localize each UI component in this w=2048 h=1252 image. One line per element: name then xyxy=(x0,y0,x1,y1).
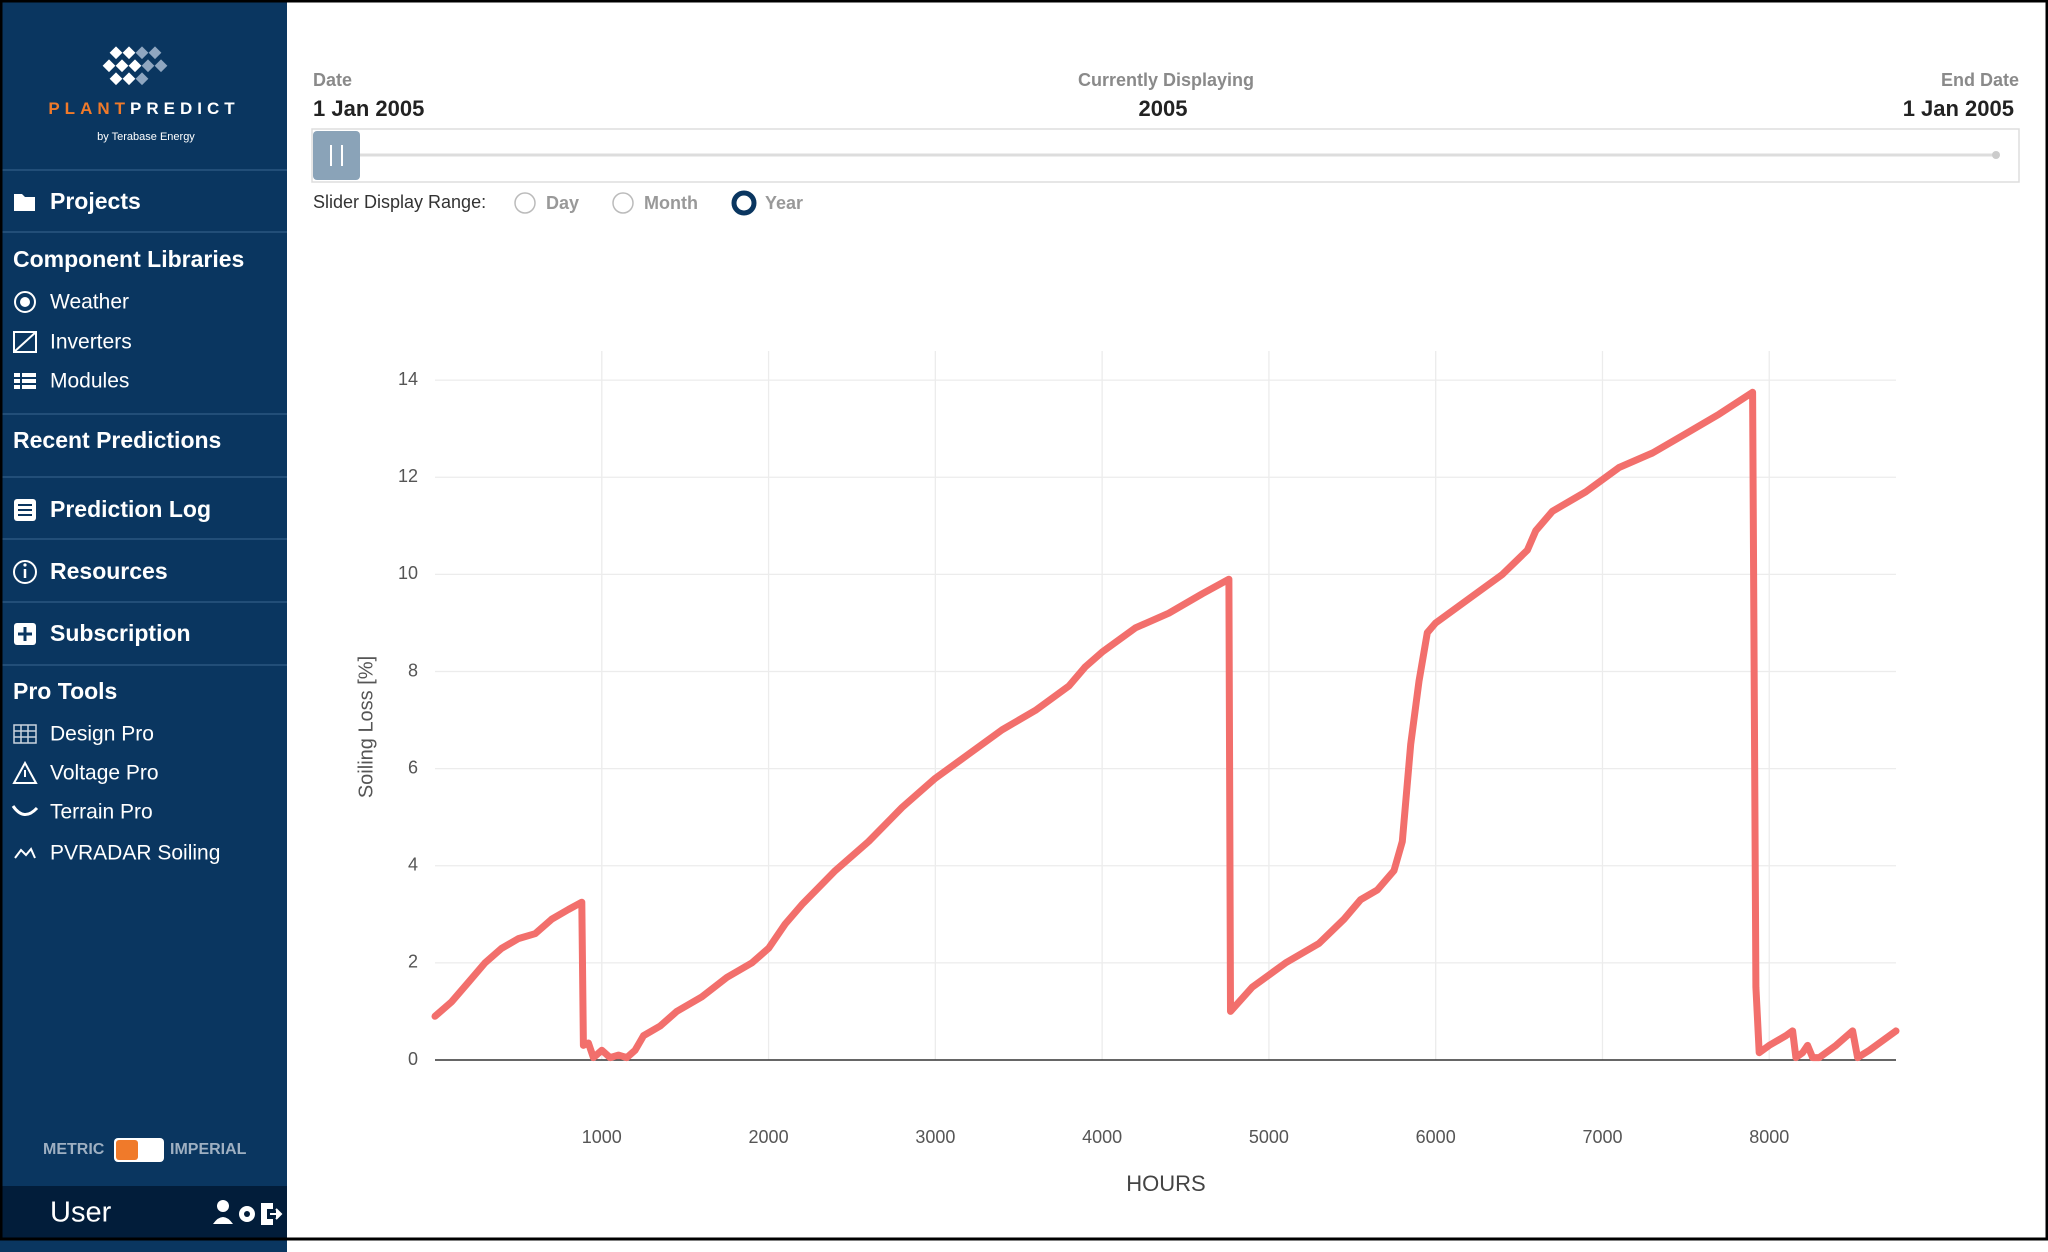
radio-dot xyxy=(740,199,748,207)
date-label: Date xyxy=(313,70,352,90)
nav-design-pro[interactable]: Design Pro xyxy=(50,723,154,746)
resources-icon xyxy=(13,560,37,584)
end-date-label: End Date xyxy=(1941,70,2019,90)
resources-icon xyxy=(23,563,27,567)
nav-inverters[interactable]: Inverters xyxy=(50,331,132,354)
y-tick-label: 12 xyxy=(398,466,418,486)
nav-weather[interactable]: Weather xyxy=(50,291,129,314)
date-value: 1 Jan 2005 xyxy=(313,96,424,121)
radio-label: Month xyxy=(644,193,698,213)
modules-icon xyxy=(14,373,36,389)
range-label: Slider Display Range: xyxy=(313,192,486,212)
x-tick-label: 6000 xyxy=(1416,1127,1456,1147)
user-name[interactable]: User xyxy=(50,1197,112,1229)
voltage-pro-icon xyxy=(12,760,38,784)
x-tick-label: 5000 xyxy=(1249,1127,1289,1147)
projects-icon xyxy=(14,194,35,211)
x-tick-label: 7000 xyxy=(1582,1127,1622,1147)
x-tick-label: 8000 xyxy=(1749,1127,1789,1147)
pvradar-icon xyxy=(14,847,36,859)
nav-section-title: Pro Tools xyxy=(13,678,117,704)
nav-pvradar-soiling[interactable]: PVRADAR Soiling xyxy=(50,842,220,865)
subscription-icon xyxy=(18,627,32,641)
brand: PLANTPREDICT xyxy=(48,99,239,118)
unit-metric: METRIC xyxy=(43,1141,105,1158)
y-tick-label: 10 xyxy=(398,563,418,583)
nav-modules[interactable]: Modules xyxy=(50,370,129,393)
nav-recent-predictions[interactable]: Recent Predictions xyxy=(13,427,221,453)
nav-prediction-log[interactable]: Prediction Log xyxy=(50,496,211,522)
radio[interactable] xyxy=(612,192,634,214)
nav-subscription[interactable]: Subscription xyxy=(50,620,191,646)
nav-projects[interactable]: Projects xyxy=(50,188,141,214)
y-axis-label: Soiling Loss [%] xyxy=(355,656,377,798)
nav-voltage-pro[interactable]: Voltage Pro xyxy=(50,762,159,785)
logo-icon xyxy=(102,46,168,86)
x-tick-label: 1000 xyxy=(582,1127,622,1147)
radio[interactable] xyxy=(514,192,536,214)
log-icon xyxy=(18,504,32,516)
radio-label: Day xyxy=(546,193,579,213)
brand-tagline: by Terabase Energy xyxy=(97,131,195,143)
y-tick-label: 6 xyxy=(408,757,418,777)
slider-handle[interactable] xyxy=(313,131,360,180)
nav-resources[interactable]: Resources xyxy=(50,558,168,584)
x-tick-label: 4000 xyxy=(1082,1127,1122,1147)
end-date-value: 1 Jan 2005 xyxy=(1903,96,2014,121)
terrain-pro-icon xyxy=(11,805,39,816)
x-axis-label: HOURS xyxy=(1126,1171,1205,1196)
user-icons[interactable] xyxy=(213,1200,283,1225)
design-pro-icon xyxy=(13,724,37,744)
radio-label: Year xyxy=(765,193,803,213)
displaying-value: 2005 xyxy=(1139,96,1188,121)
sidebar xyxy=(0,0,287,1252)
slider-end xyxy=(1992,151,2000,159)
y-tick-label: 4 xyxy=(408,855,418,875)
unit-imperial: IMPERIAL xyxy=(170,1141,247,1158)
nav-section-title: Component Libraries xyxy=(13,246,244,272)
x-tick-label: 3000 xyxy=(915,1127,955,1147)
displaying-label: Currently Displaying xyxy=(1078,70,1254,90)
y-tick-label: 2 xyxy=(408,952,418,972)
data-line xyxy=(431,388,1900,1062)
nav-terrain-pro[interactable]: Terrain Pro xyxy=(50,801,153,824)
weather-icon xyxy=(20,297,30,307)
y-tick-label: 0 xyxy=(408,1049,418,1069)
inverters-icon xyxy=(13,331,37,353)
x-tick-label: 2000 xyxy=(749,1127,789,1147)
inverters-icon xyxy=(13,331,37,353)
weather-icon xyxy=(14,291,36,313)
y-tick-label: 8 xyxy=(408,660,418,680)
unit-toggle-knob xyxy=(116,1140,138,1160)
brand-primary: PLANT xyxy=(48,99,130,118)
y-tick-label: 14 xyxy=(398,369,418,389)
brand-secondary: PREDICT xyxy=(130,99,240,118)
